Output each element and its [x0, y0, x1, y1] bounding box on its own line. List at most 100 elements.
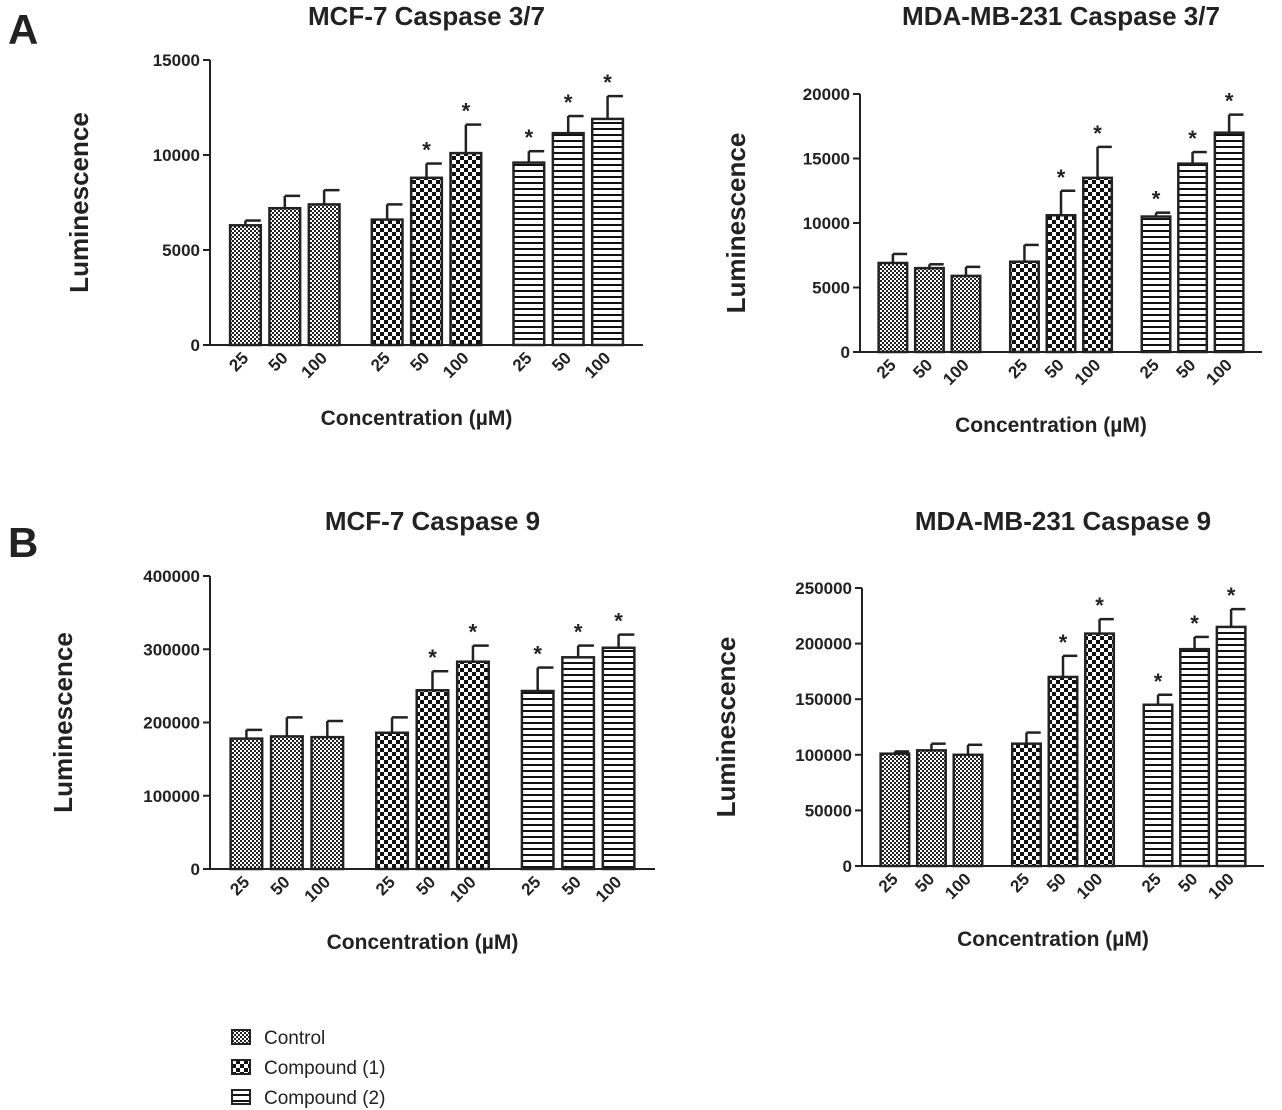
bar — [370, 218, 404, 347]
bar — [409, 176, 444, 347]
y-axis-label: Luminescence — [48, 632, 78, 813]
bar — [551, 131, 585, 347]
significance-star: * — [1095, 593, 1104, 618]
bar — [449, 151, 483, 347]
bar — [879, 752, 911, 868]
x-tick-label: 25 — [1136, 355, 1163, 382]
legend-label: Compound (2) — [264, 1088, 385, 1109]
x-tick-label: 50 — [1175, 869, 1202, 896]
y-tick-label: 400000 — [143, 567, 200, 586]
significance-star: * — [428, 645, 437, 670]
bar — [1142, 703, 1174, 868]
y-axis-label: Luminescence — [721, 133, 751, 314]
y-tick-label: 100000 — [143, 787, 200, 806]
x-tick-label: 25 — [1138, 869, 1165, 896]
bar — [952, 753, 984, 868]
x-axis-label: Concentration (µM) — [957, 928, 1149, 951]
x-tick-label: 50 — [1041, 355, 1068, 382]
x-tick-label: 25 — [518, 872, 545, 899]
bar — [1047, 675, 1079, 868]
x-tick-label: 50 — [265, 348, 292, 375]
x-tick-label: 50 — [1173, 355, 1200, 382]
bar — [877, 261, 909, 354]
x-tick-label: 50 — [407, 348, 434, 375]
significance-star: * — [574, 620, 583, 645]
y-tick-label: 0 — [191, 860, 200, 879]
legend-swatch — [231, 1029, 251, 1045]
x-tick-label: 50 — [558, 872, 585, 899]
y-tick-label: 50000 — [805, 801, 852, 820]
chart-title: MCF-7 Caspase 3/7 — [308, 1, 545, 31]
significance-star: * — [1154, 669, 1163, 694]
bar — [268, 206, 302, 347]
significance-star: * — [1188, 126, 1197, 151]
y-axis-label: Luminescence — [711, 637, 741, 818]
bar — [1215, 625, 1247, 868]
x-tick-label: 100 — [439, 348, 472, 381]
bar — [307, 203, 341, 347]
significance-star: * — [1093, 121, 1102, 146]
y-tick-label: 300000 — [143, 640, 200, 659]
legend-swatch — [231, 1089, 251, 1105]
y-tick-label: 200000 — [143, 714, 200, 733]
chart-title: MCF-7 Caspase 9 — [325, 506, 540, 536]
bar — [1140, 215, 1172, 354]
bar — [561, 656, 596, 871]
x-tick-label: 50 — [413, 872, 440, 899]
y-tick-label: 5000 — [812, 279, 850, 298]
bar — [229, 737, 264, 871]
x-tick-label: 50 — [911, 869, 938, 896]
x-tick-label: 100 — [446, 872, 479, 905]
x-tick-label: 100 — [939, 355, 972, 388]
bar — [415, 689, 450, 871]
bar — [1082, 176, 1114, 354]
bar — [512, 161, 546, 347]
bar — [228, 224, 263, 347]
bar — [269, 735, 304, 871]
significance-star: * — [1225, 89, 1234, 114]
y-tick-label: 15000 — [803, 150, 850, 169]
bar — [455, 660, 490, 871]
bar — [1177, 162, 1209, 354]
y-tick-label: 10000 — [153, 146, 200, 165]
significance-star: * — [533, 642, 542, 667]
chart-title: MDA-MB-231 Caspase 9 — [915, 506, 1211, 536]
x-tick-label: 50 — [267, 872, 294, 899]
x-tick-label: 100 — [297, 348, 330, 381]
panel-label: B — [8, 519, 38, 566]
x-tick-label: 100 — [301, 872, 334, 905]
bar — [375, 731, 410, 871]
x-tick-label: 25 — [875, 869, 902, 896]
x-tick-label: 100 — [592, 872, 625, 905]
significance-star: * — [422, 138, 431, 163]
x-axis-label: Concentration (µM) — [955, 414, 1147, 437]
bar — [310, 735, 345, 871]
x-tick-label: 100 — [1071, 355, 1104, 388]
significance-star: * — [525, 125, 534, 150]
bar — [1084, 632, 1116, 868]
y-tick-label: 150000 — [795, 690, 852, 709]
significance-star: * — [469, 620, 478, 645]
bar — [1008, 260, 1040, 354]
x-tick-label: 100 — [1073, 869, 1106, 902]
y-tick-label: 100000 — [795, 746, 852, 765]
x-tick-label: 50 — [1043, 869, 1070, 896]
significance-star: * — [1152, 187, 1161, 212]
significance-star: * — [1059, 630, 1068, 655]
x-tick-label: 25 — [1006, 869, 1033, 896]
significance-star: * — [614, 609, 623, 634]
bar — [950, 274, 982, 354]
y-tick-label: 5000 — [162, 241, 200, 260]
y-axis-label: Luminescence — [64, 112, 94, 293]
bar — [1213, 131, 1245, 354]
y-tick-label: 15000 — [153, 51, 200, 70]
x-axis-label: Concentration (µM) — [321, 407, 513, 430]
x-tick-label: 25 — [1004, 355, 1031, 382]
significance-star: * — [1190, 611, 1199, 636]
legend-label: Control — [264, 1028, 325, 1049]
bar — [590, 117, 625, 347]
chart-title: MDA-MB-231 Caspase 3/7 — [902, 1, 1220, 31]
significance-star: * — [564, 90, 573, 115]
x-tick-label: 25 — [226, 872, 253, 899]
